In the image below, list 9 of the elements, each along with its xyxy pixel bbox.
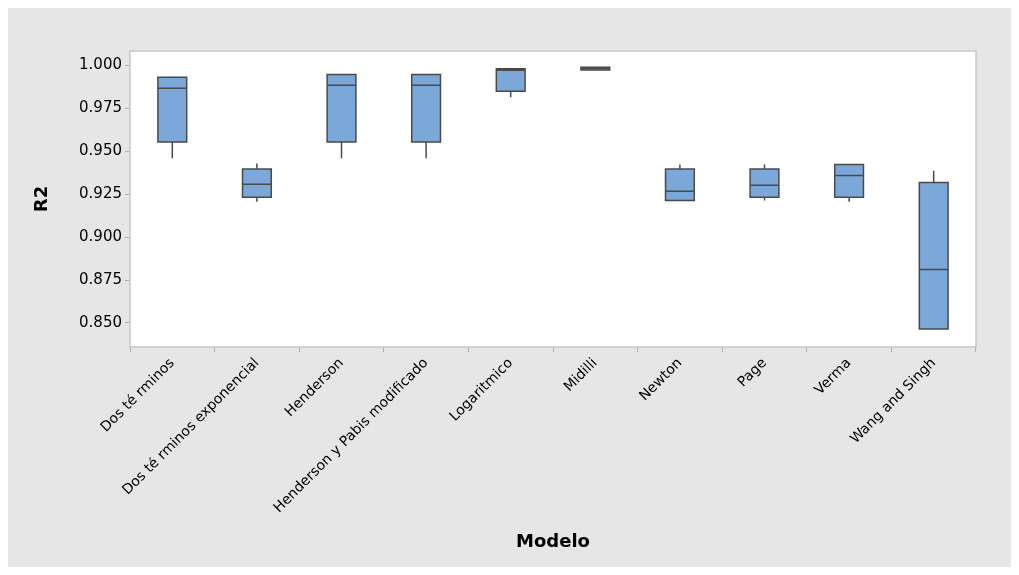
- y-tick-label: 0.975: [79, 98, 122, 117]
- y-tick-label: 0.925: [79, 184, 122, 203]
- y-tick-label: 1.000: [79, 55, 122, 74]
- y-tick-label: 0.850: [79, 312, 122, 331]
- y-tick-label: 0.950: [79, 141, 122, 160]
- x-axis-title: Modelo: [516, 529, 590, 551]
- y-tick-label: 0.875: [79, 269, 122, 288]
- y-axis-title: R2: [30, 185, 52, 213]
- y-tick-label: 0.900: [79, 227, 122, 246]
